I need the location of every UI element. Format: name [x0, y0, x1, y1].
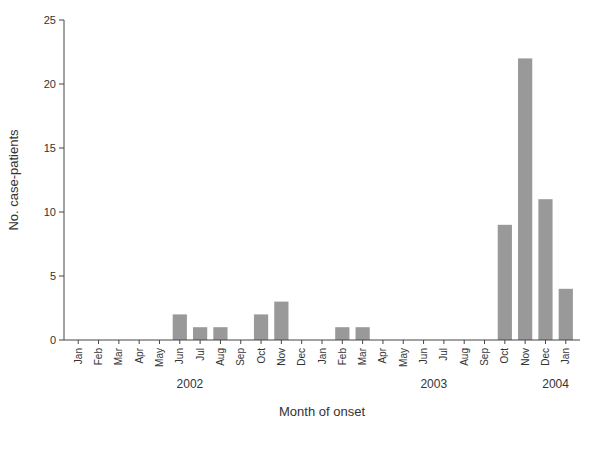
bar [498, 225, 512, 340]
bar [518, 58, 532, 340]
x-tick-label: Jan [560, 348, 571, 364]
y-tick [59, 276, 64, 277]
x-tick [484, 340, 485, 344]
y-tick [59, 20, 64, 21]
x-tick-label: Jan [317, 348, 328, 364]
bar [193, 327, 207, 340]
chart-svg: 0 5 10 15 20 25 Jan Feb Mar Apr May Jun Jul Aug Sep Oct… [0, 0, 600, 450]
x-tick-label: Jun [418, 348, 429, 364]
x-tick-label: Apr [134, 347, 145, 363]
x-tick-label: Feb [93, 348, 104, 366]
x-tick-label: Jan [73, 348, 84, 364]
y-tick [59, 340, 64, 341]
x-tick-label: Nov [276, 348, 287, 366]
x-tick [464, 340, 465, 344]
x-tick [423, 340, 424, 344]
x-tick [200, 340, 201, 344]
x-tick [118, 340, 119, 344]
x-tick [220, 340, 221, 344]
x-tick-label: Mar [113, 347, 124, 365]
bar [254, 314, 268, 340]
x-tick [179, 340, 180, 344]
x-tick-label: Jul [438, 348, 449, 361]
y-tick-label: 25 [44, 14, 56, 26]
bars [173, 58, 573, 340]
x-tick [261, 340, 262, 344]
x-tick [301, 340, 302, 344]
x-tick-label: Oct [499, 348, 510, 364]
x-tick [504, 340, 505, 344]
x-tick [443, 340, 444, 344]
y-tick-label: 10 [44, 206, 56, 218]
y-tick-label: 0 [50, 334, 56, 346]
bar [213, 327, 227, 340]
bar [335, 327, 349, 340]
bar [559, 289, 573, 340]
x-tick [525, 340, 526, 344]
x-tick [322, 340, 323, 344]
x-tick [240, 340, 241, 344]
x-tick-label: Aug [215, 348, 226, 366]
x-tick-label: Feb [337, 348, 348, 366]
x-tick-label: Aug [459, 348, 470, 366]
x-tick-label: Sep [479, 348, 490, 366]
annotation: 2002 [177, 377, 204, 391]
y-tick [59, 84, 64, 85]
y-tick [59, 148, 64, 149]
x-tick-label: May [398, 348, 409, 367]
x-tick [362, 340, 363, 344]
chart-container: 0 5 10 15 20 25 Jan Feb Mar Apr May Jun Jul Aug Sep Oct… [0, 0, 600, 450]
bar [538, 199, 552, 340]
bar [173, 314, 187, 340]
x-axis-label: Month of onset [279, 404, 365, 419]
x-tick [403, 340, 404, 344]
x-tick [342, 340, 343, 344]
y-tick [59, 212, 64, 213]
x-tick [98, 340, 99, 344]
x-tick-label: Apr [377, 347, 388, 363]
x-tick-label: Jun [174, 348, 185, 364]
x-tick [281, 340, 282, 344]
x-tick-label: Nov [520, 348, 531, 366]
annotation: 2003 [420, 377, 447, 391]
x-tick-label: Sep [235, 348, 246, 366]
bar [356, 327, 370, 340]
x-tick-label: Oct [256, 348, 267, 364]
y-axis-line [64, 20, 65, 340]
x-tick-label: Jul [195, 348, 206, 361]
x-tick-label: Dec [540, 348, 551, 366]
x-tick [382, 340, 383, 344]
y-tick-label: 15 [44, 142, 56, 154]
x-tick [159, 340, 160, 344]
x-tick [139, 340, 140, 344]
x-tick-label: Mar [357, 347, 368, 365]
x-tick [545, 340, 546, 344]
y-tick-label: 20 [44, 78, 56, 90]
x-tick-label: Dec [296, 348, 307, 366]
annotation: 2004 [542, 377, 569, 391]
x-tick-label: May [154, 348, 165, 367]
y-axis-label: No. case-patients [6, 129, 21, 231]
x-tick [78, 340, 79, 344]
x-tick [565, 340, 566, 344]
bar [274, 302, 288, 340]
y-tick-label: 5 [50, 270, 56, 282]
